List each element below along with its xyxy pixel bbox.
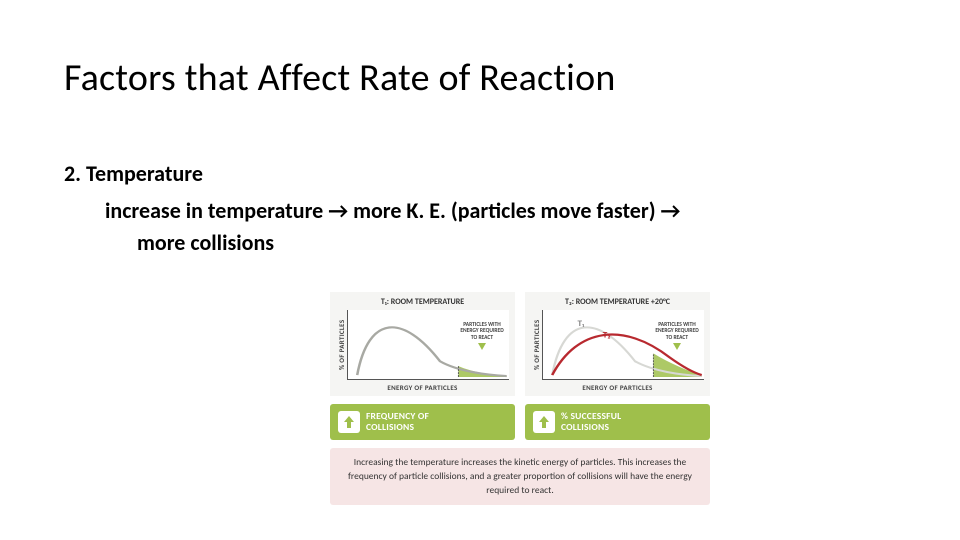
green-left-line2: COLLISIONS — [366, 421, 414, 433]
panel-t1-chart: PARTICLES WITH ENERGY REQUIRED TO REACT — [347, 310, 509, 380]
arrow-down-icon — [673, 343, 681, 350]
body-line-2: more collisions — [105, 229, 274, 256]
panel-t1-ylabel: % OF PARTICLES — [336, 310, 347, 380]
panel-t2-callout-text: PARTICLES WITH ENERGY REQUIRED TO REACT — [655, 322, 698, 341]
section-subheading: 2. Temperature — [64, 160, 203, 187]
panel-t1-xlabel: ENERGY OF PARTICLES — [336, 383, 509, 392]
chart-panel-t2: T₂: ROOM TEMPERATURE +20°C % OF PARTICLE… — [525, 292, 710, 396]
summary-box: Increasing the temperature increases the… — [330, 448, 710, 505]
arrow-up-icon — [533, 411, 555, 433]
t2-label: T₂ — [603, 331, 611, 340]
green-box-successful: % SUCCESSFUL COLLISIONS — [525, 404, 710, 440]
chart-panel-t1: T₁: ROOM TEMPERATURE % OF PARTICLES PART… — [330, 292, 515, 396]
diagram-banner: INCREASE TEMPERATURE OF REACTION — [330, 260, 710, 286]
green-right-line2: COLLISIONS — [561, 421, 609, 433]
panel-t1-callout: PARTICLES WITH ENERGY REQUIRED TO REACT — [459, 322, 505, 350]
t1-label: T₁ — [578, 319, 586, 328]
green-left-label: FREQUENCY OF COLLISIONS — [366, 411, 429, 433]
green-box-frequency: FREQUENCY OF COLLISIONS — [330, 404, 515, 440]
arrow-down-icon — [478, 343, 486, 350]
diagram-container: INCREASE TEMPERATURE OF REACTION T₁: ROO… — [330, 260, 710, 505]
arrow-up-icon — [338, 411, 360, 433]
body-text: increase in temperature → more K. E. (pa… — [105, 195, 905, 259]
charts-row: T₁: ROOM TEMPERATURE % OF PARTICLES PART… — [330, 292, 710, 396]
panel-t1-callout-text: PARTICLES WITH ENERGY REQUIRED TO REACT — [460, 322, 503, 341]
panel-t2-callout: PARTICLES WITH ENERGY REQUIRED TO REACT — [654, 322, 700, 350]
panel-t2-ylabel: % OF PARTICLES — [531, 310, 542, 380]
green-right-label: % SUCCESSFUL COLLISIONS — [561, 411, 621, 433]
panel-t2-xlabel: ENERGY OF PARTICLES — [531, 383, 704, 392]
page-title: Factors that Affect Rate of Reaction — [64, 55, 616, 101]
body-line-1: increase in temperature → more K. E. (pa… — [105, 197, 680, 224]
green-row: FREQUENCY OF COLLISIONS % SUCCESSFUL COL… — [330, 404, 710, 440]
panel-t1-title: T₁: ROOM TEMPERATURE — [336, 297, 509, 307]
panel-t2-chart: T₁ T₂ PARTICLES WITH ENERGY REQUIRED TO … — [542, 310, 704, 380]
panel-t2-title: T₂: ROOM TEMPERATURE +20°C — [531, 297, 704, 307]
